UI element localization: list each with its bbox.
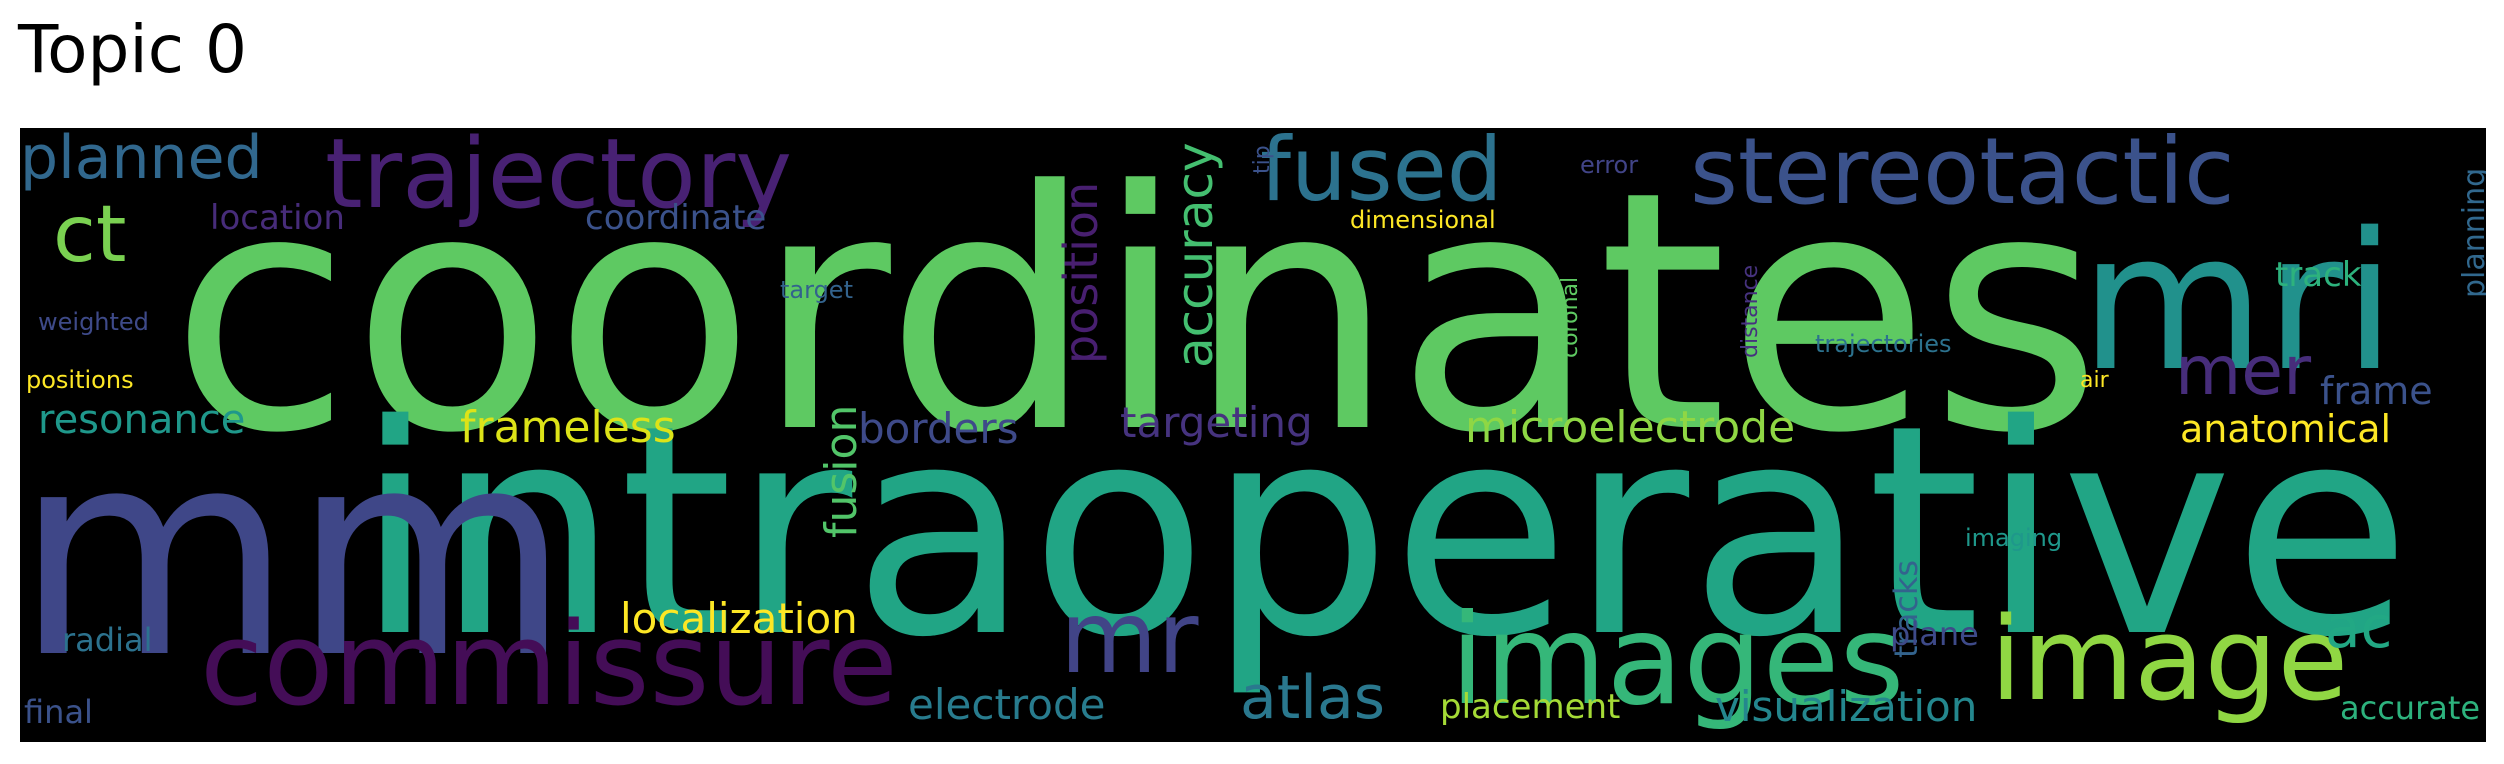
cloud-word-tip: tip [1250,145,1275,174]
cloud-word-coordinates: coordinates [170,128,2102,505]
cloud-word-planned: planned [20,128,263,193]
cloud-word-borders: borders [858,404,1019,453]
cloud-word-coronal: coronal [1558,276,1583,358]
cloud-word-microelectrode: microelectrode [1465,402,1796,453]
word-cloud: coordinates intraoperative mm mri images imag… [20,128,2486,742]
cloud-word-position: position [1054,181,1108,364]
cloud-word-accurate: accurate [2340,689,2481,727]
page-title: Topic 0 [18,11,247,88]
cloud-word-final: final [24,693,93,731]
cloud-word-coordinate: coordinate [585,198,767,238]
cloud-word-mm: mm [20,389,571,721]
cloud-word-intraoperative: intraoperative [355,364,2412,701]
cloud-word-fused: fused [1260,128,1503,221]
cloud-word-frame: frame [2320,369,2433,413]
cloud-word-visualization: visualization [1715,682,1978,731]
cloud-word-atlas: atlas [1240,663,1385,733]
cloud-word-electrode: electrode [908,680,1106,729]
cloud-word-trajectory: trajectory [325,128,793,230]
cloud-word-images: images [1450,588,1905,733]
cloud-word-dimensional: dimensional [1350,206,1496,234]
cloud-word-anatomical: anatomical [2180,407,2392,451]
cloud-word-ac: ac [2325,593,2393,661]
cloud-word-error: error [1580,151,1639,179]
cloud-word-image: image [1990,593,2349,727]
cloud-word-planning: planning [2457,167,2486,298]
cloud-word-accuracy: accuracy [1166,142,1224,368]
cloud-word-mer: mer [2175,332,2312,411]
cloud-word-localization: localization [620,594,858,643]
cloud-word-distance: distance [1738,264,1763,358]
cloud-word-air: air [2080,368,2109,393]
cloud-word-location: location [210,198,345,238]
cloud-word-track: track [2275,255,2362,295]
cloud-word-weighted: weighted [38,308,149,336]
cloud-word-resonance: resonance [38,397,246,443]
cloud-word-mr: mr [1060,579,1199,696]
cloud-word-commissure: commissure [200,598,898,732]
cloud-word-radial: radial [62,621,153,659]
cloud-word-trajectories: trajectories [1815,330,1952,358]
cloud-word-mri: mri [2080,192,2396,413]
cloud-word-target: target [780,276,853,304]
cloud-word-plane: plane [1890,615,1979,653]
cloud-word-frameless: frameless [460,402,676,453]
cloud-word-stereotactic: stereotactic [1690,128,2235,225]
cloud-word-positions: positions [26,366,134,394]
cloud-word-placement: placement [1440,687,1621,727]
cloud-word-imaging: imaging [1965,524,2063,552]
cloud-word-ct: ct [53,190,127,280]
cloud-word-targeting: targeting [1120,398,1313,447]
